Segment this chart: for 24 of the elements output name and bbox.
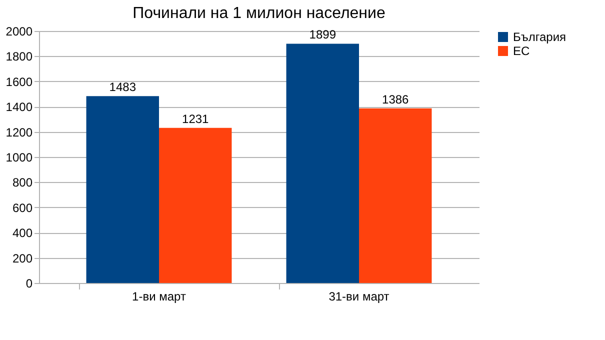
data-label: 1483	[109, 80, 136, 94]
legend-label: ЕС	[513, 44, 530, 58]
data-label: 1386	[382, 92, 410, 106]
y-tick-label: 1200	[6, 125, 33, 140]
y-tick-label: 0	[26, 276, 33, 290]
y-tick-label: 800	[12, 176, 33, 190]
bar	[359, 108, 432, 283]
legend-label: България	[513, 30, 566, 44]
y-tick-label: 1000	[6, 150, 33, 164]
chart-title: Починали на 1 милион население	[132, 5, 386, 22]
y-tick-label: 200	[12, 251, 33, 266]
y-tick-label: 1600	[6, 74, 33, 89]
y-tick-label: 2000	[6, 24, 33, 38]
y-tick-label: 400	[12, 226, 33, 240]
y-tick-label: 1400	[6, 100, 33, 114]
y-tick-label: 1800	[6, 50, 33, 64]
x-tick-label: 1-ви март	[132, 290, 186, 304]
bar	[286, 44, 359, 283]
x-tick-label: 31-ви март	[328, 290, 390, 304]
data-label: 1899	[309, 28, 336, 42]
bar	[159, 128, 232, 283]
data-label: 1231	[182, 112, 210, 126]
bar	[86, 96, 159, 283]
y-tick-label: 600	[12, 200, 33, 215]
